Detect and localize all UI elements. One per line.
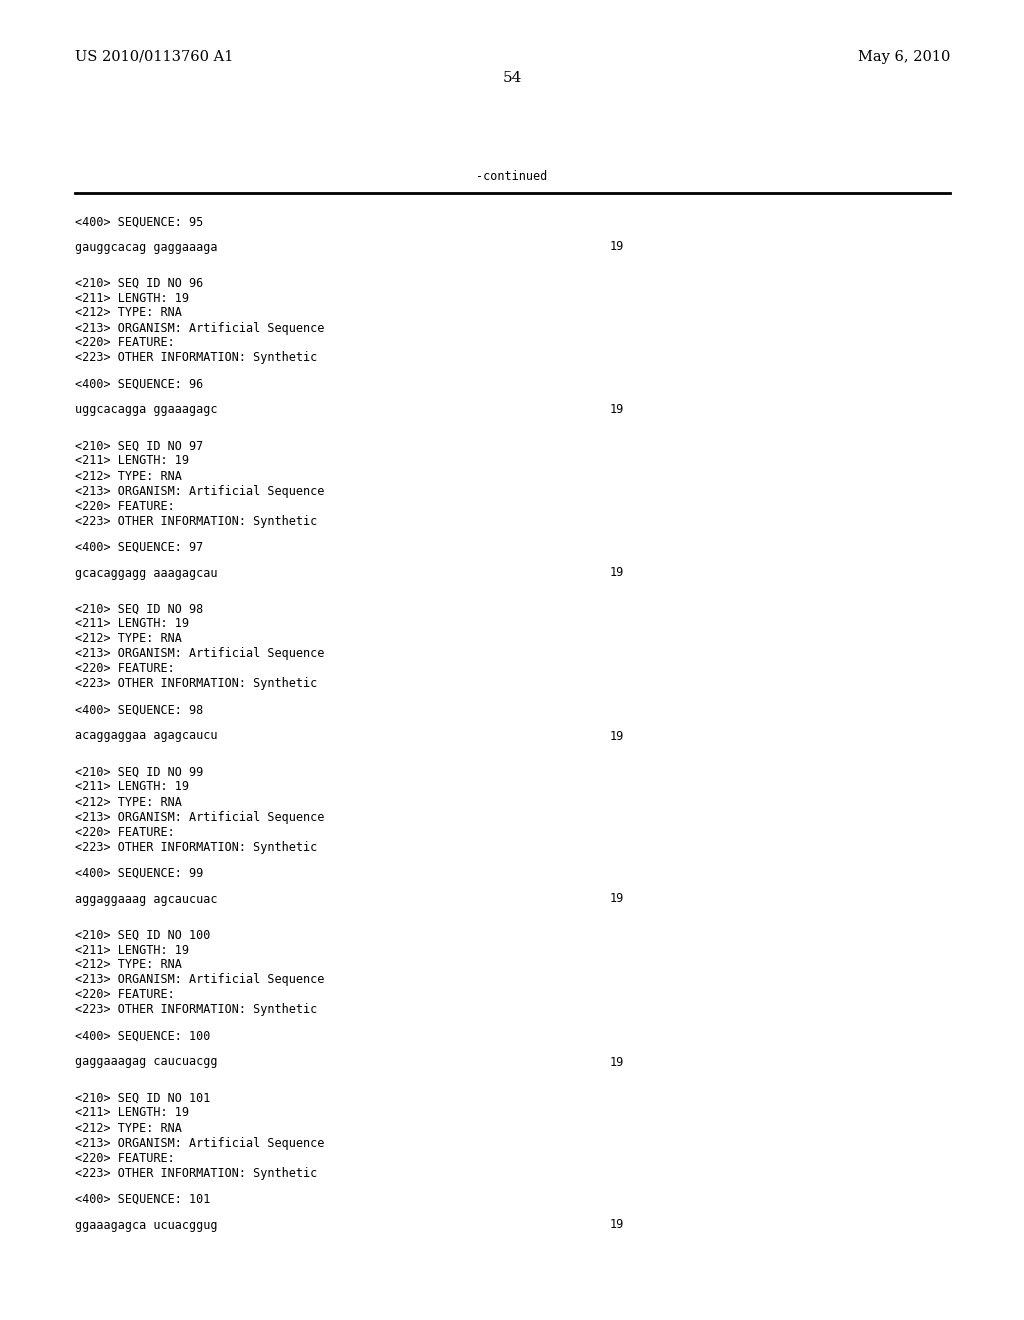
Text: <223> OTHER INFORMATION: Synthetic: <223> OTHER INFORMATION: Synthetic [75,1003,317,1016]
Text: -continued: -continued [476,169,548,182]
Text: <213> ORGANISM: Artificial Sequence: <213> ORGANISM: Artificial Sequence [75,974,325,986]
Text: <210> SEQ ID NO 99: <210> SEQ ID NO 99 [75,766,203,779]
Text: aggaggaaag agcaucuac: aggaggaaag agcaucuac [75,892,217,906]
Text: <220> FEATURE:: <220> FEATURE: [75,989,175,1002]
Text: <400> SEQUENCE: 101: <400> SEQUENCE: 101 [75,1192,210,1205]
Text: <211> LENGTH: 19: <211> LENGTH: 19 [75,1106,189,1119]
Text: 19: 19 [610,1218,625,1232]
Text: <213> ORGANISM: Artificial Sequence: <213> ORGANISM: Artificial Sequence [75,1137,325,1150]
Text: <210> SEQ ID NO 97: <210> SEQ ID NO 97 [75,440,203,453]
Text: <400> SEQUENCE: 99: <400> SEQUENCE: 99 [75,866,203,879]
Text: <212> TYPE: RNA: <212> TYPE: RNA [75,1122,182,1134]
Text: <223> OTHER INFORMATION: Synthetic: <223> OTHER INFORMATION: Synthetic [75,1167,317,1180]
Text: <400> SEQUENCE: 98: <400> SEQUENCE: 98 [75,704,203,717]
Text: <212> TYPE: RNA: <212> TYPE: RNA [75,796,182,808]
Text: <211> LENGTH: 19: <211> LENGTH: 19 [75,780,189,793]
Text: 54: 54 [503,71,521,84]
Text: <223> OTHER INFORMATION: Synthetic: <223> OTHER INFORMATION: Synthetic [75,515,317,528]
Text: <210> SEQ ID NO 100: <210> SEQ ID NO 100 [75,928,210,941]
Text: <213> ORGANISM: Artificial Sequence: <213> ORGANISM: Artificial Sequence [75,810,325,824]
Text: <211> LENGTH: 19: <211> LENGTH: 19 [75,944,189,957]
Text: <212> TYPE: RNA: <212> TYPE: RNA [75,958,182,972]
Text: <212> TYPE: RNA: <212> TYPE: RNA [75,632,182,645]
Text: <220> FEATURE:: <220> FEATURE: [75,499,175,512]
Text: 19: 19 [610,566,625,579]
Text: <212> TYPE: RNA: <212> TYPE: RNA [75,470,182,483]
Text: <211> LENGTH: 19: <211> LENGTH: 19 [75,618,189,631]
Text: gauggcacag gaggaaaga: gauggcacag gaggaaaga [75,240,217,253]
Text: gaggaaagag caucuacgg: gaggaaagag caucuacgg [75,1056,217,1068]
Text: <400> SEQUENCE: 97: <400> SEQUENCE: 97 [75,540,203,553]
Text: <223> OTHER INFORMATION: Synthetic: <223> OTHER INFORMATION: Synthetic [75,677,317,690]
Text: 19: 19 [610,404,625,417]
Text: <210> SEQ ID NO 98: <210> SEQ ID NO 98 [75,602,203,615]
Text: 19: 19 [610,1056,625,1068]
Text: gcacaggagg aaagagcau: gcacaggagg aaagagcau [75,566,217,579]
Text: <213> ORGANISM: Artificial Sequence: <213> ORGANISM: Artificial Sequence [75,322,325,334]
Text: 19: 19 [610,730,625,742]
Text: <213> ORGANISM: Artificial Sequence: <213> ORGANISM: Artificial Sequence [75,648,325,660]
Text: 19: 19 [610,240,625,253]
Text: <220> FEATURE:: <220> FEATURE: [75,1151,175,1164]
Text: <400> SEQUENCE: 95: <400> SEQUENCE: 95 [75,215,203,228]
Text: uggcacagga ggaaagagc: uggcacagga ggaaagagc [75,404,217,417]
Text: <220> FEATURE:: <220> FEATURE: [75,663,175,676]
Text: <213> ORGANISM: Artificial Sequence: <213> ORGANISM: Artificial Sequence [75,484,325,498]
Text: 19: 19 [610,892,625,906]
Text: <223> OTHER INFORMATION: Synthetic: <223> OTHER INFORMATION: Synthetic [75,841,317,854]
Text: <211> LENGTH: 19: <211> LENGTH: 19 [75,454,189,467]
Text: <210> SEQ ID NO 101: <210> SEQ ID NO 101 [75,1092,210,1105]
Text: <220> FEATURE:: <220> FEATURE: [75,337,175,350]
Text: <220> FEATURE:: <220> FEATURE: [75,825,175,838]
Text: US 2010/0113760 A1: US 2010/0113760 A1 [75,50,233,63]
Text: acaggaggaa agagcaucu: acaggaggaa agagcaucu [75,730,217,742]
Text: <400> SEQUENCE: 100: <400> SEQUENCE: 100 [75,1030,210,1043]
Text: <223> OTHER INFORMATION: Synthetic: <223> OTHER INFORMATION: Synthetic [75,351,317,364]
Text: <212> TYPE: RNA: <212> TYPE: RNA [75,306,182,319]
Text: <400> SEQUENCE: 96: <400> SEQUENCE: 96 [75,378,203,391]
Text: May 6, 2010: May 6, 2010 [858,50,950,63]
Text: <210> SEQ ID NO 96: <210> SEQ ID NO 96 [75,276,203,289]
Text: ggaaagagca ucuacggug: ggaaagagca ucuacggug [75,1218,217,1232]
Text: <211> LENGTH: 19: <211> LENGTH: 19 [75,292,189,305]
